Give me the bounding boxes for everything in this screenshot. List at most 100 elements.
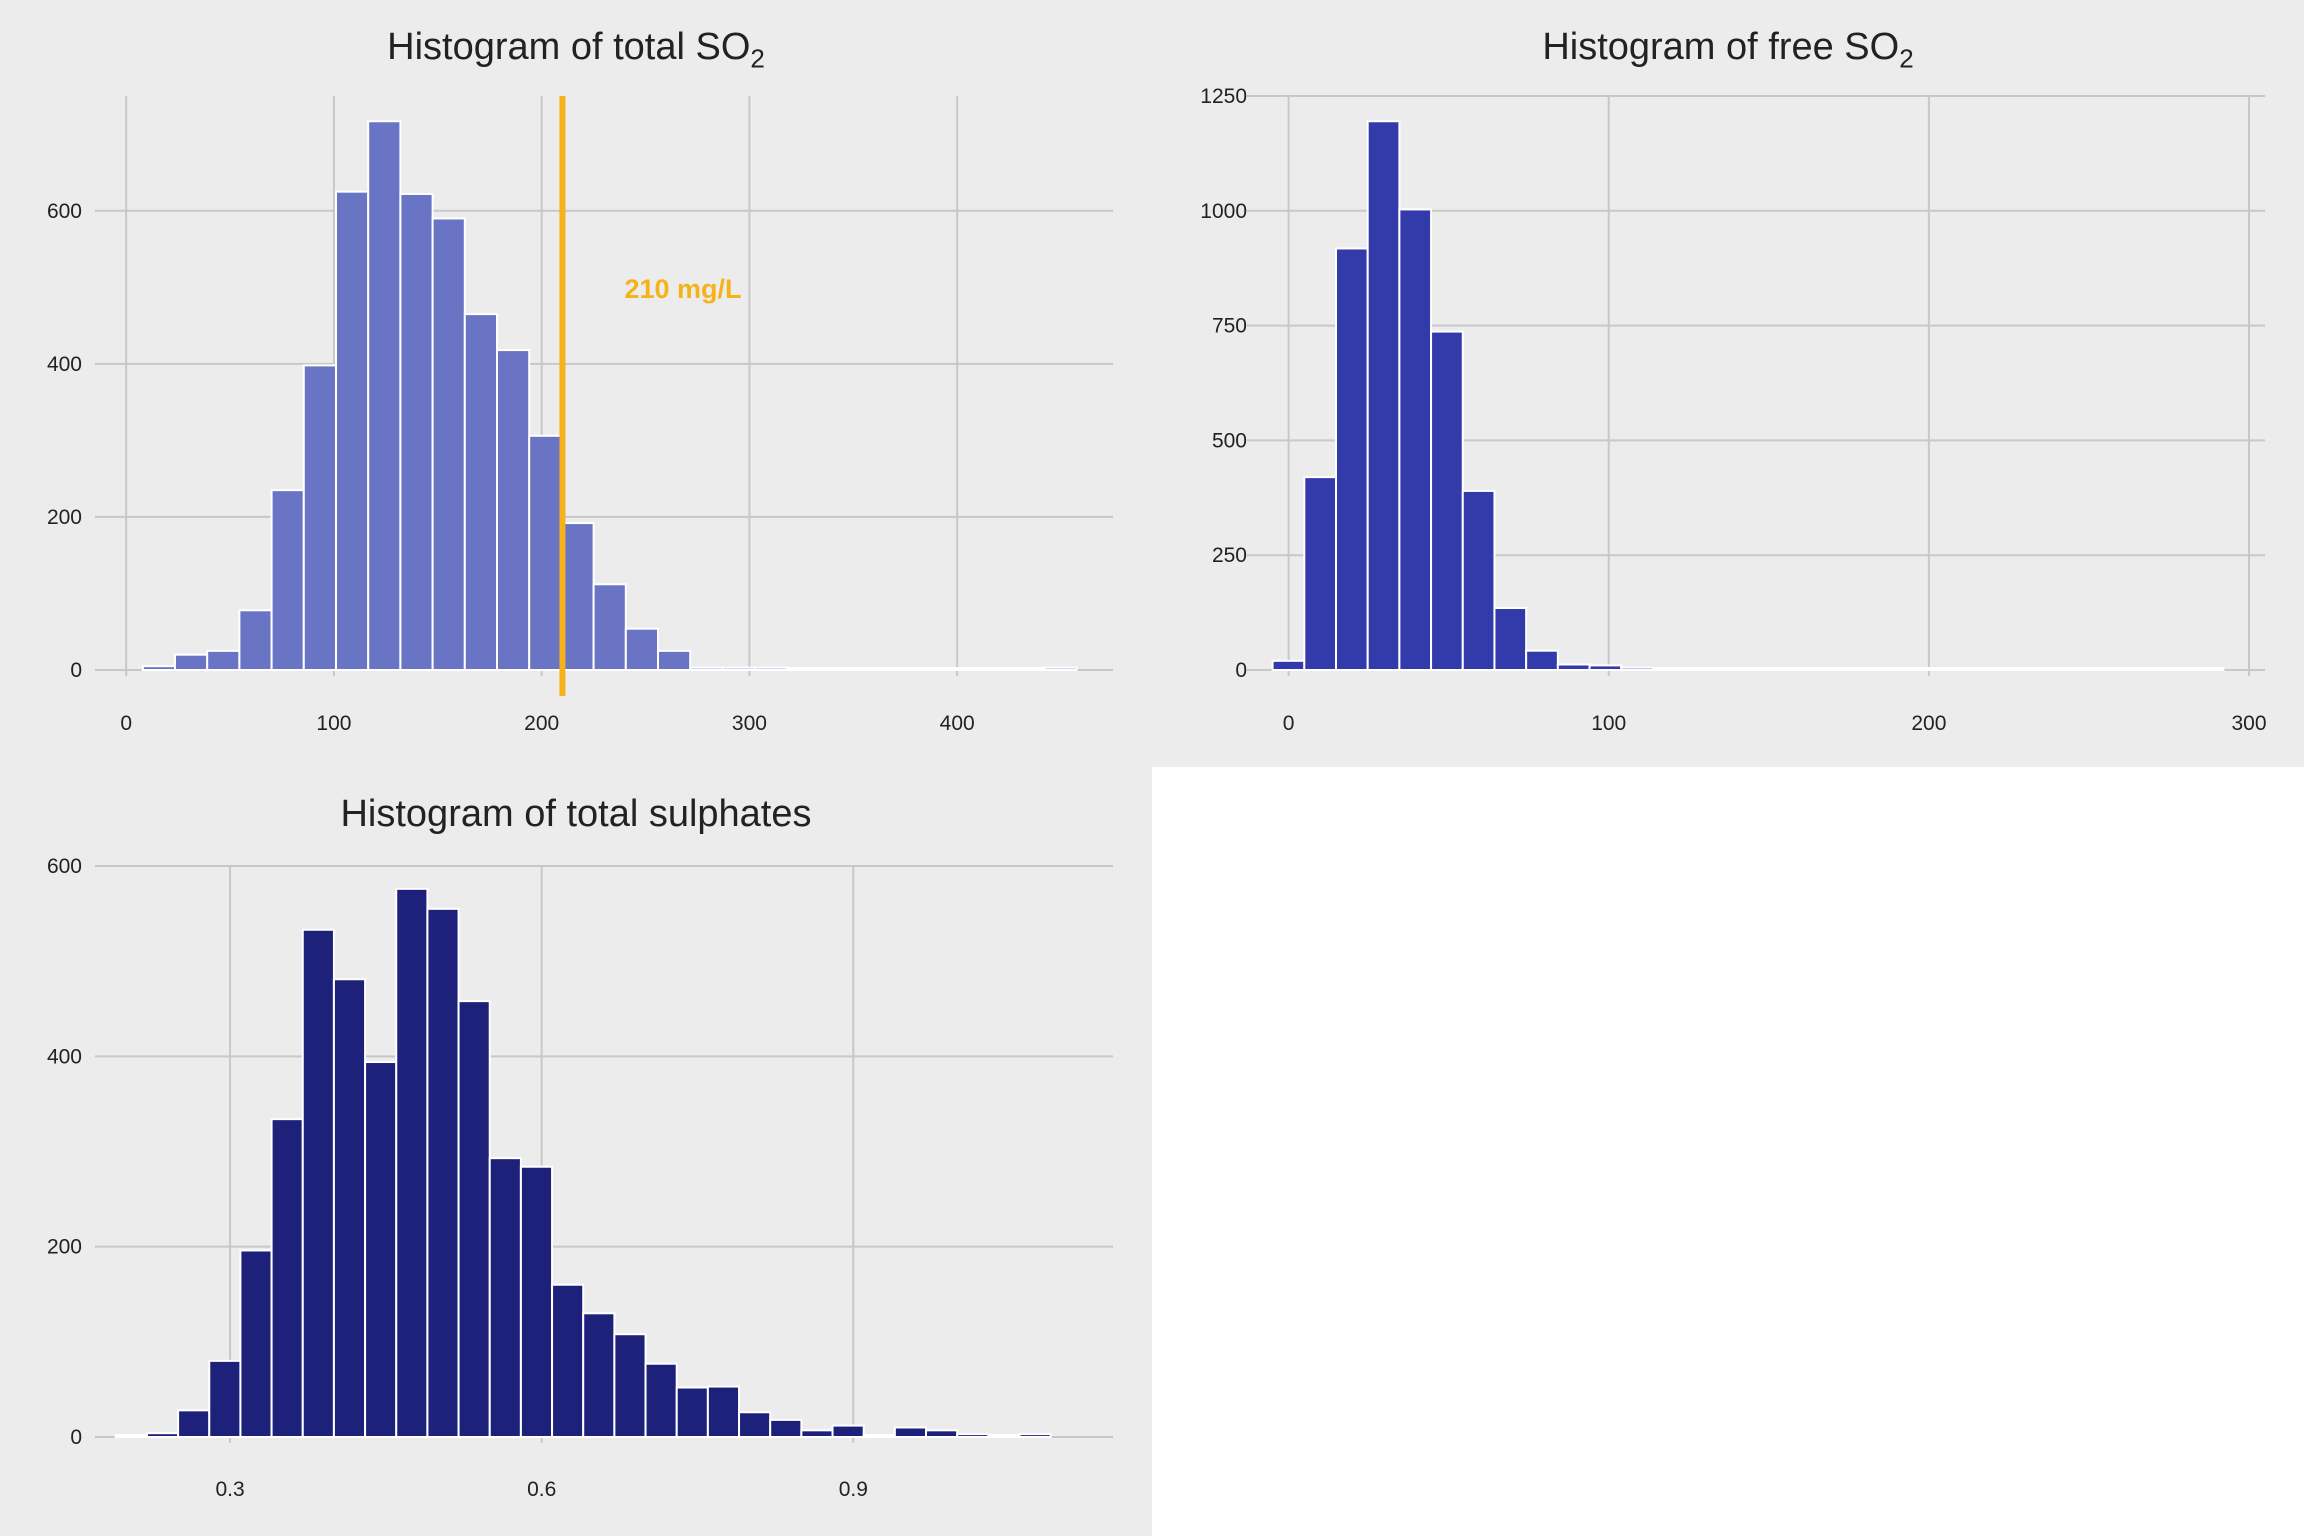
histogram-bar bbox=[1873, 667, 1908, 671]
chart-title: Histogram of total sulphates bbox=[340, 793, 812, 835]
histogram-bar bbox=[1366, 120, 1401, 672]
histogram-bar bbox=[613, 1333, 647, 1438]
histogram-bar bbox=[850, 667, 885, 671]
histogram-bar bbox=[238, 609, 273, 672]
total-so2-histogram-panel: Histogram of total SO2 210 mg/L 0 200 400 60… bbox=[0, 0, 1152, 767]
histogram-bar bbox=[721, 666, 756, 671]
histogram-bar bbox=[1968, 667, 2003, 671]
histogram-bar bbox=[624, 627, 660, 671]
free-so2-histogram-panel: Histogram of free SO2 0 250 500 750 1000 1250… bbox=[1152, 0, 2304, 767]
histogram-bar bbox=[1905, 667, 1940, 671]
histogram-bar bbox=[1334, 247, 1369, 671]
histogram-bar bbox=[528, 434, 563, 672]
x-tick-label: 200 bbox=[1911, 712, 1946, 735]
histogram-bar bbox=[551, 1283, 585, 1438]
histogram-bar bbox=[1398, 208, 1433, 671]
histogram-bar bbox=[1842, 667, 1876, 671]
histogram-bar bbox=[2095, 667, 2130, 671]
histogram-bar bbox=[270, 489, 305, 671]
y-tick-label: 1000 bbox=[1200, 200, 1247, 223]
total-sulphates-histogram-panel: Histogram of total sulphates 0 200 400 600 0… bbox=[0, 767, 1152, 1536]
x-tick-label: 400 bbox=[940, 712, 975, 735]
chart-title: Histogram of free SO2 bbox=[1542, 26, 1914, 74]
histogram-bar bbox=[1430, 330, 1464, 671]
histogram-bar bbox=[206, 649, 241, 671]
y-tick-label: 750 bbox=[1212, 315, 1247, 338]
y-tick-label: 0 bbox=[1235, 659, 1247, 682]
x-tick-label: 0.9 bbox=[839, 1478, 868, 1501]
histogram-bar bbox=[925, 1429, 959, 1438]
x-tick-label: 300 bbox=[732, 712, 767, 735]
histogram-bar bbox=[364, 1061, 398, 1438]
histogram-bar bbox=[818, 667, 853, 671]
histogram-bar bbox=[738, 1411, 772, 1438]
histogram-bar bbox=[1715, 667, 1749, 671]
free-so2-plot: 0 250 500 750 1000 1250 0 100 200 300 bbox=[1200, 85, 2266, 735]
histogram-bar bbox=[1271, 659, 1306, 671]
histogram-bar bbox=[592, 583, 627, 671]
total-sulphates-plot: 0 200 400 600 0.3 0.6 0.9 bbox=[47, 855, 1113, 1501]
histogram-bar bbox=[753, 666, 788, 671]
histogram-bar bbox=[270, 1118, 304, 1438]
histogram-bar bbox=[1746, 667, 1781, 671]
histogram-bar bbox=[399, 192, 434, 671]
histogram-bar bbox=[800, 1429, 834, 1438]
histogram-bar bbox=[519, 1165, 554, 1438]
histogram-bar bbox=[367, 120, 402, 672]
histogram-bar bbox=[2158, 667, 2193, 671]
reference-line-label: 210 mg/L bbox=[624, 274, 741, 304]
histogram-bar bbox=[457, 1000, 491, 1439]
histogram-bar bbox=[560, 522, 595, 672]
histogram-bar bbox=[987, 1434, 1021, 1438]
histogram-bar bbox=[1556, 663, 1591, 672]
histogram-bar bbox=[334, 190, 370, 672]
histogram-bar bbox=[1525, 649, 1559, 672]
histogram-bar bbox=[675, 1386, 709, 1438]
histogram-bar bbox=[1810, 667, 1845, 671]
histogram-bar bbox=[862, 1434, 896, 1438]
total-so2-plot: 210 mg/L 0 200 400 600 0 100 200 300 400 bbox=[47, 96, 1113, 735]
histogram-bar bbox=[689, 666, 724, 671]
y-tick-label: 500 bbox=[1212, 429, 1247, 452]
histogram-bar bbox=[2190, 667, 2225, 671]
histogram-bar bbox=[301, 928, 335, 1439]
histogram-bar bbox=[426, 907, 460, 1438]
histogram-bar bbox=[785, 667, 821, 671]
x-tick-label: 0.3 bbox=[215, 1478, 244, 1501]
y-tick-label: 200 bbox=[47, 506, 82, 529]
x-tick-label: 0.6 bbox=[527, 1478, 556, 1501]
histogram-bar bbox=[114, 1434, 148, 1438]
y-tick-label: 250 bbox=[1212, 544, 1247, 567]
histogram-bar bbox=[644, 1362, 678, 1439]
histogram-bar bbox=[769, 1418, 803, 1438]
histogram-bar bbox=[496, 349, 531, 671]
histogram-bar bbox=[2000, 667, 2035, 671]
y-tick-label: 600 bbox=[47, 200, 82, 223]
histogram-bar bbox=[141, 665, 176, 672]
histogram-bar bbox=[831, 1424, 865, 1439]
histogram-bar bbox=[1011, 667, 1046, 671]
y-tick-label: 200 bbox=[47, 1236, 82, 1259]
y-tick-label: 400 bbox=[47, 1045, 82, 1068]
x-tick-label: 300 bbox=[2231, 712, 2266, 735]
histogram-bar bbox=[1018, 1433, 1052, 1439]
x-tick-label: 0 bbox=[120, 712, 132, 735]
histogram-bar bbox=[302, 364, 337, 671]
histogram-bar bbox=[1043, 666, 1078, 671]
histogram-bar bbox=[1303, 476, 1337, 671]
histogram-bar bbox=[1461, 489, 1496, 671]
histogram-bar bbox=[1683, 667, 1718, 671]
y-tick-label: 0 bbox=[70, 1426, 82, 1449]
x-tick-label: 100 bbox=[1591, 712, 1626, 735]
y-tick-label: 0 bbox=[70, 659, 82, 682]
histogram-bar bbox=[431, 217, 466, 671]
histogram-bar bbox=[463, 313, 499, 671]
x-tick-label: 200 bbox=[524, 712, 559, 735]
histogram-bar bbox=[239, 1249, 273, 1438]
histogram-bar bbox=[208, 1359, 242, 1438]
histogram-bar bbox=[1651, 667, 1686, 671]
histogram-bar bbox=[332, 978, 367, 1439]
histogram-bar bbox=[1588, 664, 1623, 672]
y-tick-label: 600 bbox=[47, 855, 82, 878]
histogram-bar bbox=[177, 1409, 211, 1438]
